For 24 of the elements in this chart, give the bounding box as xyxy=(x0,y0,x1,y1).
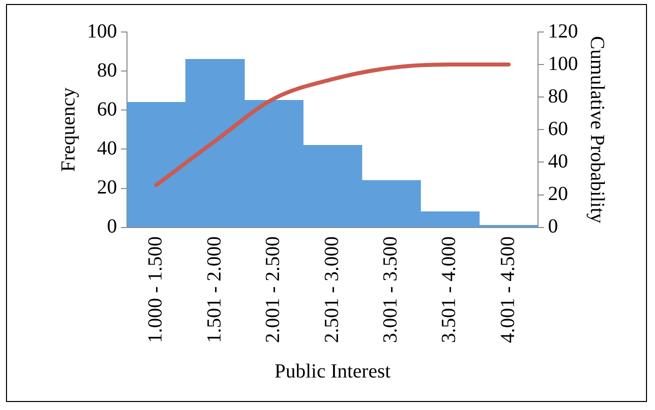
y2-tick-label: 40 xyxy=(548,150,568,172)
y2-tick-label: 100 xyxy=(548,52,578,75)
y-tick-label: 20 xyxy=(97,176,117,199)
y2-tick-label: 0 xyxy=(548,216,558,238)
x-tick-label: 2.501 - 3.000 xyxy=(320,236,343,344)
y-tick-label: 60 xyxy=(97,98,117,120)
y2-tick-label: 80 xyxy=(548,85,568,108)
x-tick-label: 3.001 - 3.500 xyxy=(379,236,402,344)
x-tick-label: 1.501 - 2.000 xyxy=(203,236,226,344)
y2-tick-label: 120 xyxy=(548,20,578,42)
x-tick-label: 3.501 - 4.000 xyxy=(438,236,460,344)
x-axis-title: Public Interest xyxy=(274,360,391,382)
y2-axis-title: Cumulative Probability xyxy=(586,36,608,224)
y-tick-label: 100 xyxy=(87,20,117,42)
y2-tick-label: 60 xyxy=(548,118,568,140)
y2-tick-label: 20 xyxy=(548,183,568,206)
y-tick-label: 80 xyxy=(97,59,117,82)
y-tick-label: 40 xyxy=(97,137,117,160)
y-axis-title: Frequency xyxy=(57,87,80,172)
line-series xyxy=(154,62,511,188)
x-tick-label: 1.000 - 1.500 xyxy=(144,236,167,344)
x-tick-label: 2.001 - 2.500 xyxy=(262,236,284,344)
x-tick-label: 4.001 - 4.500 xyxy=(496,236,519,344)
y-tick-label: 0 xyxy=(107,216,117,238)
